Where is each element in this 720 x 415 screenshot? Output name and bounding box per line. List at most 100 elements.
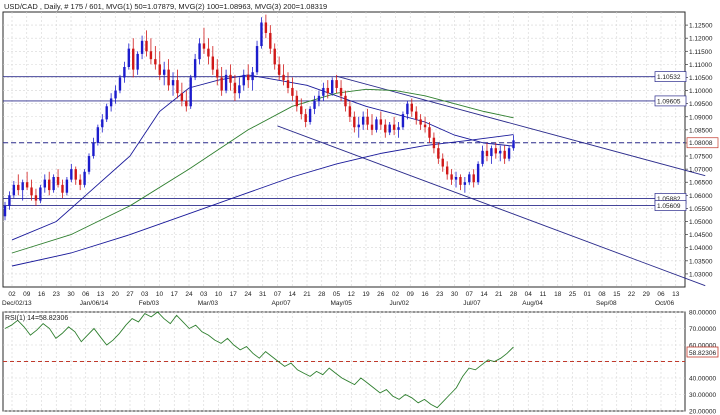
level-label-box (654, 71, 687, 82)
x-day-label: 07 (274, 291, 282, 298)
candle-body (176, 80, 179, 94)
candle-body (17, 184, 20, 191)
candle-body (154, 59, 157, 65)
x-day-label: 14 (480, 291, 488, 298)
candle-body (207, 48, 210, 57)
candle-body (202, 43, 206, 49)
price-y-tick-label: 1.06000 (689, 193, 713, 200)
rsi-y-tick-label: 80.00000 (689, 310, 716, 317)
price-y-tick-label: 1.12000 (689, 36, 713, 43)
x-day-label: 22 (628, 291, 636, 298)
price-plot-area (2, 11, 686, 288)
candle-body (34, 195, 38, 201)
price-y-tick-label: 1.06500 (689, 180, 713, 187)
horizontal-levels (3, 76, 685, 207)
candle-body (432, 137, 436, 149)
candle-body (379, 119, 383, 125)
candle-body (52, 177, 55, 191)
candle-body (423, 124, 427, 128)
rsi-line (4, 311, 514, 409)
rsi-current-label-box (686, 346, 719, 358)
x-day-label: 28 (510, 291, 518, 298)
candle-body (304, 114, 307, 122)
x-day-label: 07 (466, 291, 474, 298)
candle-body (264, 22, 268, 33)
rsi-y-tick-label: 20.00000 (689, 409, 716, 415)
x-day-label: 28 (318, 291, 326, 298)
chart-title: USD/CAD , Daily, # 175 / 601, MVG(1) 50=… (4, 2, 327, 11)
candle-body (273, 48, 276, 65)
candle-body (317, 95, 321, 102)
candle-body (428, 127, 431, 138)
price-y-tick-label: 1.12500 (689, 23, 713, 30)
candle-body (335, 80, 338, 88)
trend-line (277, 125, 706, 287)
rsi-current-label: 58.82306 (689, 350, 716, 357)
price-y-tick-label: 1.11500 (689, 49, 712, 56)
level-label: 1.09605 (657, 98, 681, 105)
x-day-label: 01 (584, 291, 592, 298)
candle-body (450, 174, 453, 180)
candle-body (512, 140, 515, 149)
x-day-label: 02 (8, 291, 16, 298)
x-day-label: 20 (112, 291, 120, 298)
candle-body (198, 43, 201, 60)
candle-body (499, 150, 502, 154)
candle-body (105, 106, 108, 120)
price-y-tick-label: 1.10500 (689, 75, 713, 82)
x-day-label: 02 (392, 291, 400, 298)
candle-body (109, 98, 113, 107)
candle-body (388, 124, 391, 133)
x-day-label: 16 (421, 291, 429, 298)
level-label: 1.05882 (657, 196, 681, 203)
candlesticks (3, 14, 515, 221)
x-day-label: 13 (97, 291, 105, 298)
candle-body (353, 116, 356, 128)
candle-body (74, 169, 77, 180)
price-y-tick-label: 1.05000 (689, 219, 713, 226)
candle-body (61, 184, 64, 193)
candle-body (158, 64, 161, 75)
moving-averages (11, 74, 514, 267)
x-day-label: 06 (82, 291, 90, 298)
candle-body (162, 69, 166, 75)
rsi-y-tick-label: 30.00000 (689, 392, 716, 399)
candle-body (260, 22, 263, 47)
candle-body (291, 87, 294, 96)
candle-body (344, 95, 347, 107)
candle-body (246, 74, 250, 81)
candle-body (472, 174, 475, 183)
candle-body (308, 108, 312, 122)
candle-body (229, 74, 232, 83)
candle-body (441, 158, 444, 167)
candle-body (419, 119, 422, 125)
price-panel: 1.03000 1.03500 1.04000 1.04500 1.05000 1.055… (2, 2, 719, 288)
candle-body (21, 182, 24, 191)
candle-body (410, 103, 413, 112)
level-label: 1.08008 (689, 140, 713, 147)
x-day-label: 24 (185, 291, 193, 298)
candle-body (123, 67, 126, 78)
level-label: 1.10532 (657, 74, 681, 81)
candle-body (277, 64, 281, 75)
candle-body (463, 182, 467, 185)
candle-body (118, 77, 122, 91)
x-month-label: May/05 (331, 300, 353, 307)
candle-body (437, 148, 440, 159)
candle-body (127, 48, 131, 67)
x-day-label: 30 (451, 291, 459, 298)
x-day-label: 04 (525, 291, 533, 298)
candle-body (211, 56, 215, 70)
candle-body (92, 142, 95, 157)
candle-body (300, 106, 303, 115)
candle-body (8, 195, 11, 206)
candle-body (295, 95, 299, 107)
moving-average-line (11, 74, 514, 241)
x-day-label: 19 (362, 291, 370, 298)
candle-body (415, 111, 418, 120)
price-y-tick-label: 1.03500 (689, 258, 713, 265)
x-day-label: 08 (598, 291, 606, 298)
candle-body (83, 171, 86, 185)
